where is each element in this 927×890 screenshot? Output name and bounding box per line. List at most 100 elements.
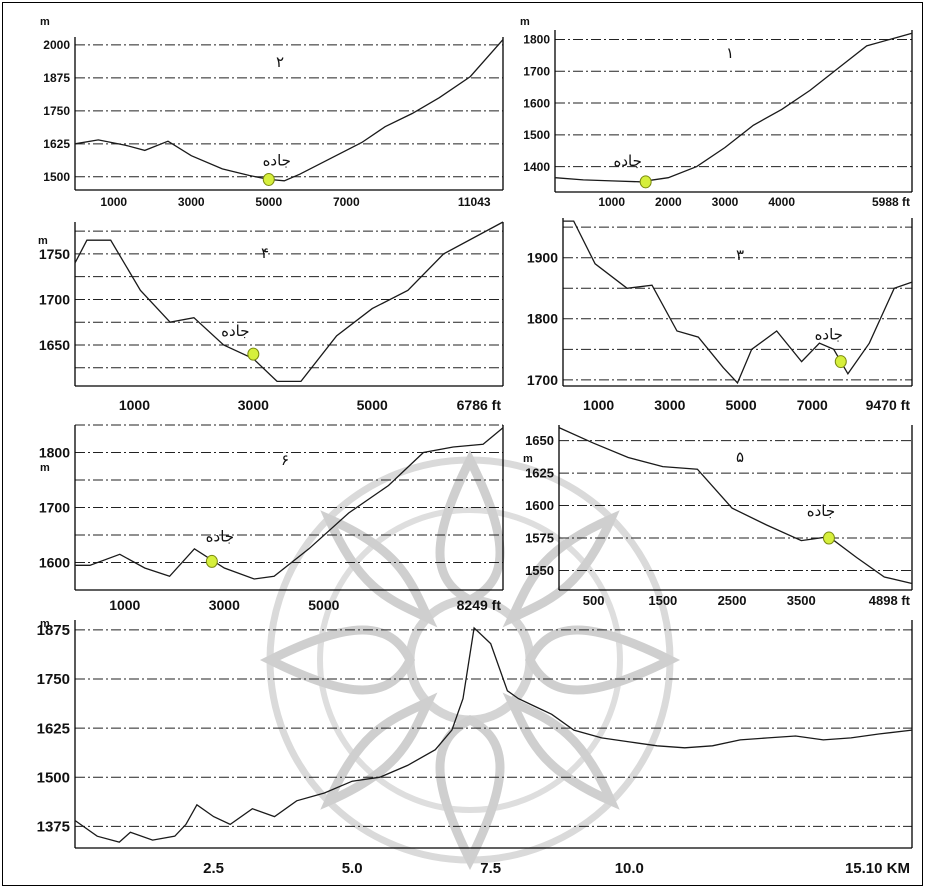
profile-panel-5: 1600 1700 1800 1000 3000 5000 8249 ft m ۶ جاده bbox=[39, 424, 504, 613]
panel-title: ۵ bbox=[736, 448, 744, 466]
y-tick-label: 1750 bbox=[39, 246, 70, 262]
elevation-profile-line bbox=[554, 32, 913, 183]
road-label: جاده bbox=[613, 152, 641, 170]
road-label: جاده bbox=[206, 527, 234, 545]
y-tick-label: 1625 bbox=[37, 720, 70, 737]
y-tick-label: 1600 bbox=[525, 498, 554, 513]
road-marker bbox=[639, 175, 652, 189]
x-tick-label: 5000 bbox=[308, 597, 339, 613]
x-tick-label: 5.0 bbox=[342, 860, 363, 877]
road-marker bbox=[822, 531, 835, 545]
profile-panel-4: 1700 1800 1900 1000 3000 5000 7000 9470 ft ۳ جاده bbox=[527, 218, 913, 413]
y-tick-label: 1875 bbox=[43, 71, 70, 85]
x-tick-label: 1000 bbox=[598, 195, 625, 209]
panel-title: ۶ bbox=[281, 451, 289, 469]
watermark-emblem bbox=[259, 449, 681, 871]
y-tick-label: 1750 bbox=[43, 104, 70, 118]
profile-panel-6: 1550 1575 1600 1625 1650 500 1500 2500 3500 4898 … bbox=[523, 425, 913, 608]
y-tick-label: 1900 bbox=[527, 250, 558, 266]
y-tick-label: 1800 bbox=[39, 444, 70, 460]
y-tick-label: 1400 bbox=[523, 160, 550, 174]
elevation-profile-line bbox=[74, 39, 504, 182]
y-tick-label: 1700 bbox=[527, 372, 558, 388]
profile-panel-3: 1650 1700 1750 1000 3000 5000 6786 ft m ۴ جاده bbox=[38, 221, 504, 413]
y-axis-unit: m bbox=[40, 462, 50, 474]
panel-title: ۴ bbox=[261, 244, 269, 262]
x-tick-label: 3000 bbox=[712, 195, 739, 209]
y-tick-label: 1700 bbox=[39, 291, 70, 307]
x-tick-label: 5988 ft bbox=[872, 195, 910, 209]
y-tick-label: 1500 bbox=[523, 128, 550, 142]
x-tick-label: 2000 bbox=[655, 195, 682, 209]
y-tick-label: 1800 bbox=[523, 33, 550, 47]
x-tick-label: 1000 bbox=[119, 397, 150, 413]
y-tick-label: 1550 bbox=[525, 563, 554, 578]
profile-panel-1: 1500 1625 1750 1875 2000 1000 3000 5000 7000 1104… bbox=[40, 16, 504, 209]
y-tick-label: 1625 bbox=[43, 137, 70, 151]
panel-title: ۲ bbox=[276, 53, 284, 71]
y-axis-unit: m bbox=[40, 16, 50, 28]
y-tick-label: 1700 bbox=[39, 499, 70, 515]
y-tick-label: 1500 bbox=[43, 170, 70, 184]
x-tick-label: 9470 ft bbox=[866, 397, 911, 413]
y-tick-label: 2000 bbox=[43, 38, 70, 52]
x-tick-label: 1000 bbox=[583, 397, 614, 413]
x-tick-label: 6786 ft bbox=[457, 397, 502, 413]
panel-title: ۱ bbox=[726, 44, 734, 62]
x-tick-label: 500 bbox=[583, 593, 605, 608]
elevation-profile-line bbox=[563, 220, 913, 385]
y-tick-label: 1800 bbox=[527, 311, 558, 327]
road-marker bbox=[834, 355, 847, 369]
y-tick-label: 1700 bbox=[523, 64, 550, 78]
y-tick-label: 1375 bbox=[37, 819, 70, 836]
x-tick-label: 11043 bbox=[458, 195, 491, 209]
road-label: جاده bbox=[815, 326, 843, 344]
road-marker bbox=[247, 347, 260, 361]
x-tick-label: 5000 bbox=[725, 397, 756, 413]
x-tick-label: 3000 bbox=[654, 397, 685, 413]
profile-panel-7: 1375 1500 1625 1750 1875 2.5 5.0 7.5 10.0 15.10 K… bbox=[37, 618, 913, 877]
x-tick-label: 3000 bbox=[178, 195, 205, 209]
road-marker bbox=[262, 172, 275, 186]
y-tick-label: 1650 bbox=[39, 337, 70, 353]
y-tick-label: 1575 bbox=[525, 531, 554, 546]
x-tick-label: 7000 bbox=[333, 195, 360, 209]
y-tick-label: 1650 bbox=[525, 433, 554, 448]
elevation-profile-line bbox=[558, 427, 913, 585]
road-marker bbox=[205, 554, 218, 568]
x-tick-label: 10.0 bbox=[615, 860, 644, 877]
road-label: جاده bbox=[807, 502, 835, 520]
y-tick-label: 1625 bbox=[525, 466, 554, 481]
y-tick-label: 1600 bbox=[523, 96, 550, 110]
y-axis-unit: m bbox=[520, 16, 530, 28]
x-tick-label: 15.10 KM bbox=[845, 860, 910, 877]
x-tick-label: 3500 bbox=[787, 593, 816, 608]
elevation-profile-line bbox=[74, 626, 913, 843]
x-tick-label: 1500 bbox=[648, 593, 677, 608]
x-tick-label: 5000 bbox=[255, 195, 282, 209]
x-tick-label: 7000 bbox=[797, 397, 828, 413]
road-label: جاده bbox=[221, 322, 249, 340]
x-tick-label: 8249 ft bbox=[457, 597, 502, 613]
panel-title: ۳ bbox=[736, 246, 744, 264]
x-tick-label: 3000 bbox=[209, 597, 240, 613]
elevation-profile-line bbox=[75, 427, 504, 580]
y-axis-unit: m bbox=[523, 453, 533, 465]
x-tick-label: 1000 bbox=[109, 597, 140, 613]
x-tick-label: 7.5 bbox=[480, 860, 501, 877]
profile-panel-2: 1400 1500 1600 1700 1800 1000 2000 3000 4000 5988… bbox=[520, 16, 913, 209]
x-tick-label: 3000 bbox=[238, 397, 269, 413]
x-tick-label: 1000 bbox=[100, 195, 127, 209]
x-tick-label: 5000 bbox=[357, 397, 388, 413]
x-tick-label: 2.5 bbox=[203, 860, 224, 877]
y-tick-label: 1875 bbox=[37, 622, 70, 639]
y-tick-label: 1500 bbox=[37, 769, 70, 786]
road-label: جاده bbox=[263, 151, 291, 169]
x-tick-label: 2500 bbox=[718, 593, 747, 608]
elevation-profile-line bbox=[74, 221, 504, 383]
x-tick-label: 4898 ft bbox=[869, 593, 911, 608]
y-axis-unit: m bbox=[40, 618, 50, 630]
y-tick-label: 1750 bbox=[37, 671, 70, 688]
